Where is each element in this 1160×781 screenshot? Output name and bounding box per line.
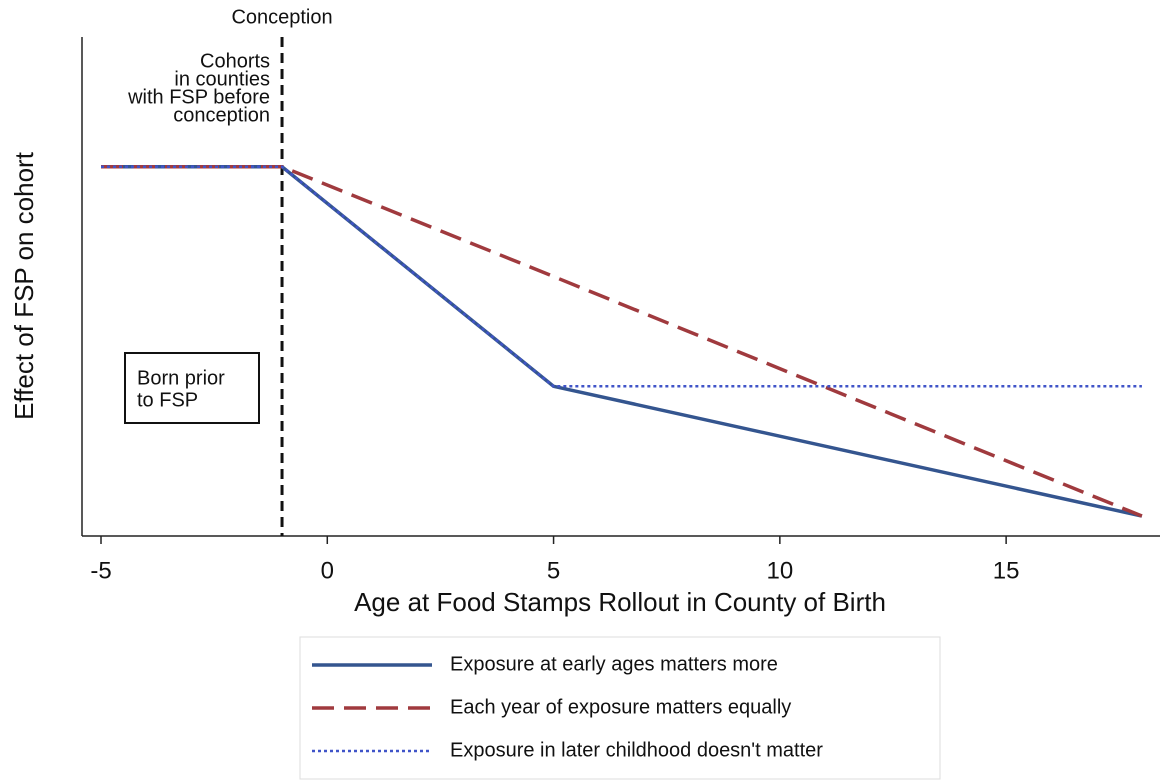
- series-line: [101, 164, 1143, 518]
- annotation-box: [124, 352, 260, 424]
- x-tick-label: -5: [90, 557, 111, 584]
- annotation: Cohorts: [200, 50, 270, 72]
- annotation: Born prior: [137, 367, 225, 389]
- x-tick-label: 0: [321, 557, 334, 584]
- x-tick-label: 15: [993, 557, 1020, 584]
- x-axis-label: Age at Food Stamps Rollout in County of …: [354, 587, 886, 617]
- annotation: conception: [173, 104, 270, 126]
- annotation: in counties: [174, 68, 270, 90]
- annotation: with FSP before: [127, 86, 270, 108]
- y-axis-label: Effect of FSP on cohort: [9, 151, 39, 420]
- annotation: to FSP: [137, 389, 198, 411]
- reference-label: Conception: [231, 6, 332, 28]
- legend-label: Exposure at early ages matters more: [450, 653, 778, 675]
- legend-label: Exposure in later childhood doesn't matt…: [450, 739, 823, 761]
- series-line: [101, 165, 1142, 388]
- legend-label: Each year of exposure matters equally: [450, 696, 791, 718]
- x-tick-label: 10: [766, 557, 793, 584]
- series-line: [101, 164, 1143, 518]
- x-tick-label: 5: [547, 557, 560, 584]
- legend-box: [299, 636, 941, 780]
